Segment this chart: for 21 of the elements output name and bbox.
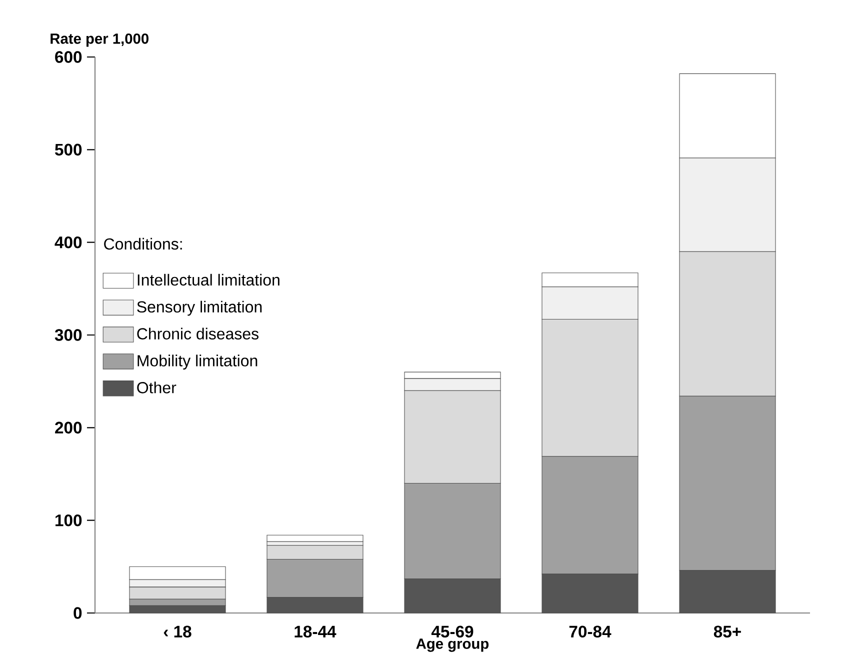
bar — [266, 534, 364, 542]
legend-label: Sensory limitation — [137, 300, 262, 316]
x-axis-title: Age group — [416, 638, 489, 652]
y-tick-label: 0 — [74, 607, 82, 619]
x-tick-label: 70-84 — [569, 626, 612, 638]
x-tick-label: 18-44 — [294, 626, 336, 638]
legend-label: Chronic diseases — [137, 328, 259, 340]
y-tick-label: 100 — [56, 514, 82, 526]
legend-label: Intellectual limitation — [138, 274, 280, 286]
legend-label: Other — [137, 382, 176, 394]
y-axis-title: Rate per 1,000 — [50, 33, 148, 47]
x-tick-label: 85+ — [714, 626, 741, 638]
y-tick-label: 600 — [55, 51, 82, 63]
y-tick-label: 300 — [54, 329, 82, 341]
y-tick-label: 400 — [54, 236, 82, 248]
y-tick-label: 500 — [55, 144, 82, 156]
x-tick-label: ‹ 18 — [164, 626, 192, 638]
legend-label: Mobility limitation — [138, 354, 258, 370]
x-tick-label: 45-69 — [431, 626, 474, 638]
y-tick-label: 200 — [55, 422, 82, 434]
legend-title: Conditions: — [104, 238, 182, 250]
